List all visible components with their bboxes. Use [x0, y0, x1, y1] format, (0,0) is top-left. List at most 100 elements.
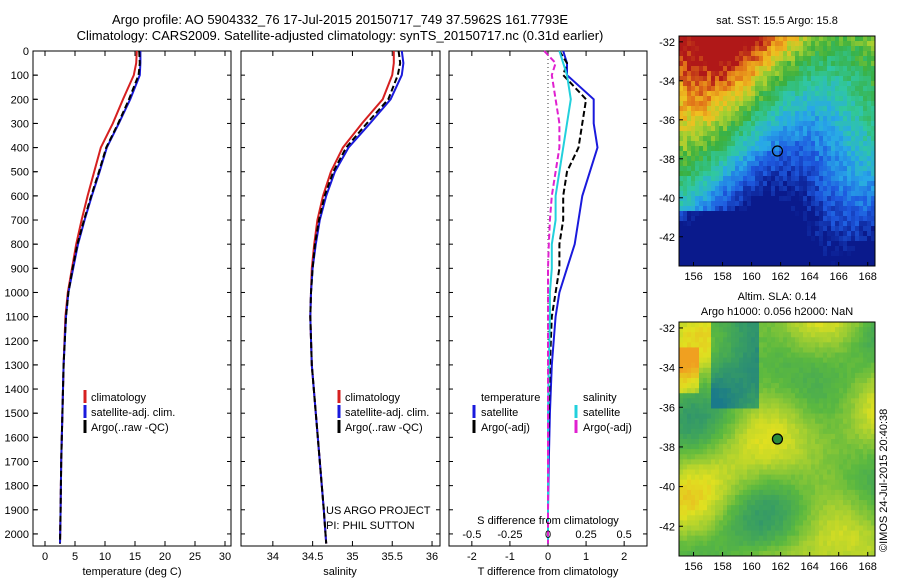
heatmap-cell	[711, 449, 716, 455]
heatmap-cell	[787, 352, 792, 359]
heatmap-cell	[811, 469, 816, 476]
heatmap-cell	[851, 216, 856, 222]
heatmap-cell	[723, 454, 728, 460]
heatmap-cell	[863, 332, 868, 338]
heatmap-cell	[811, 246, 816, 252]
heatmap-cell	[811, 408, 816, 414]
heatmap-cell	[803, 186, 808, 192]
heatmap-cell	[783, 76, 788, 82]
heatmap-cell	[739, 61, 744, 67]
heatmap-cell	[719, 136, 724, 142]
legend-satellite-label: satellite-adj. clim.	[345, 407, 429, 419]
heatmap-cell	[763, 454, 768, 460]
heatmap-cell	[799, 500, 804, 506]
heatmap-cell	[703, 449, 708, 455]
heatmap-cell	[775, 171, 780, 177]
heatmap-cell	[843, 231, 848, 237]
heatmap-cell	[771, 372, 776, 379]
heatmap-cell	[727, 484, 732, 491]
heatmap-cell	[699, 428, 704, 435]
heatmap-cell	[867, 231, 872, 237]
heatmap-cell	[727, 398, 732, 404]
heatmap-cell	[679, 76, 684, 82]
heatmap-cell	[747, 111, 752, 117]
heatmap-cell	[715, 479, 720, 486]
heatmap-cell	[863, 41, 868, 47]
heatmap-cell	[791, 131, 796, 137]
heatmap-cell	[835, 246, 840, 252]
heatmap-cell	[759, 367, 764, 374]
heatmap-cell	[827, 201, 832, 207]
heatmap-cell	[727, 141, 732, 147]
heatmap-cell	[827, 216, 832, 222]
heatmap-cell	[811, 261, 816, 267]
heatmap-cell	[843, 51, 848, 57]
heatmap-cell	[787, 489, 792, 496]
heatmap-cell	[703, 464, 708, 470]
heatmap-cell	[731, 171, 736, 177]
heatmap-cell	[787, 540, 792, 547]
heatmap-cell	[743, 418, 748, 425]
heatmap-cell	[703, 377, 708, 384]
heatmap-cell	[695, 469, 700, 476]
heatmap-cell	[759, 226, 764, 232]
heatmap-cell	[795, 191, 800, 197]
heatmap-cell	[839, 454, 844, 460]
heatmap-cell	[763, 352, 768, 359]
heatmap-cell	[795, 241, 800, 247]
x-tick-label: 25	[189, 551, 201, 563]
heatmap-cell	[695, 171, 700, 177]
heatmap-cell	[715, 398, 720, 404]
heatmap-cell	[775, 489, 780, 496]
heatmap-cell	[751, 515, 756, 521]
heatmap-cell	[735, 61, 740, 67]
heatmap-cell	[691, 520, 696, 526]
heatmap-cell	[835, 186, 840, 192]
heatmap-cell	[803, 444, 808, 450]
heatmap-cell	[743, 131, 748, 137]
heatmap-cell	[743, 231, 748, 237]
heatmap-cell	[679, 256, 684, 262]
heatmap-cell	[739, 428, 744, 435]
heatmap-cell	[847, 372, 852, 379]
heatmap-cell	[807, 352, 812, 359]
heatmap-cell	[763, 201, 768, 207]
heatmap-cell	[743, 505, 748, 511]
heatmap-cell	[703, 36, 708, 42]
heatmap-cell	[691, 393, 696, 399]
heatmap-cell	[839, 540, 844, 547]
heatmap-cell	[855, 367, 860, 374]
heatmap-cell	[727, 342, 732, 348]
heatmap-cell	[839, 464, 844, 470]
heatmap-cell	[867, 96, 872, 102]
legend-t-argo-label: Argo(-adj)	[481, 422, 530, 434]
heatmap-cell	[803, 176, 808, 182]
heatmap-cell	[687, 201, 692, 207]
heatmap-cell	[683, 136, 688, 142]
heatmap-cell	[827, 352, 832, 359]
heatmap-cell	[851, 418, 856, 425]
heatmap-cell	[775, 221, 780, 227]
heatmap-cell	[747, 176, 752, 182]
heatmap-cell	[763, 469, 768, 476]
heatmap-cell	[775, 46, 780, 52]
heatmap-cell	[751, 357, 756, 364]
heatmap-cell	[751, 337, 756, 343]
heatmap-cell	[819, 540, 824, 547]
heatmap-cell	[819, 246, 824, 252]
heatmap-cell	[771, 161, 776, 167]
heatmap-cell	[787, 484, 792, 491]
heatmap-cell	[807, 362, 812, 369]
heatmap-cell	[847, 251, 852, 257]
heatmap-cell	[851, 256, 856, 262]
heatmap-cell	[687, 61, 692, 67]
heatmap-cell	[699, 121, 704, 127]
heatmap-cell	[839, 231, 844, 237]
heatmap-cell	[747, 181, 752, 187]
heatmap-cell	[791, 51, 796, 57]
heatmap-cell	[795, 246, 800, 252]
heatmap-cell	[843, 221, 848, 227]
heatmap-cell	[743, 464, 748, 470]
heatmap-cell	[819, 332, 824, 338]
heatmap-cell	[703, 41, 708, 47]
